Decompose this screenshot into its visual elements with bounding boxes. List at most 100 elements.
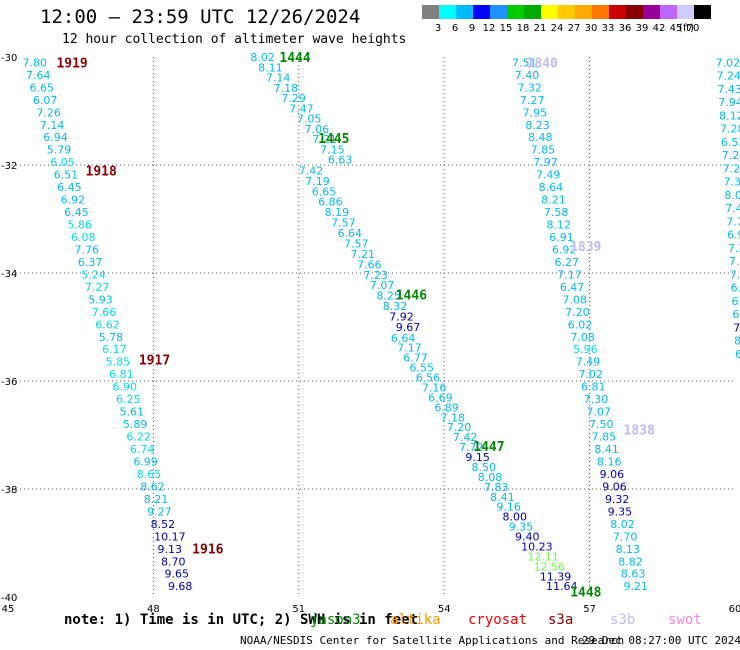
colorbar-swatch — [660, 5, 677, 19]
pass-time-label: 1840 — [527, 56, 558, 71]
colorbar-tick-label: 36 — [619, 23, 632, 34]
colorbar-swatch — [626, 5, 643, 19]
wave-height-value: 8.00 — [503, 511, 527, 524]
colorbar-swatch — [524, 5, 541, 19]
wave-height-value: 6.81 — [109, 368, 134, 381]
wave-height-value: 7.72 — [726, 215, 740, 228]
wave-height-value: 7.26 — [36, 106, 61, 119]
colorbar-swatch — [694, 5, 711, 19]
wave-height-value: 7.49 — [576, 356, 601, 369]
wave-height-value: 9.40 — [515, 531, 540, 544]
wave-height-value: 5.79 — [47, 144, 71, 157]
pass-time-label: 1445 — [318, 132, 349, 147]
wave-height-value: 5.85 — [106, 356, 131, 369]
wave-height-value: 6.92 — [61, 194, 86, 207]
wave-height-value: 5.78 — [99, 331, 124, 344]
map-title: 12:00 – 23:59 UTC 12/26/2024 — [40, 6, 361, 28]
wave-height-value: 8.50 — [472, 461, 497, 474]
wave-height-value: 7.1 — [729, 255, 740, 268]
wave-height-value: 7.21 — [350, 248, 375, 261]
wave-height-value: 7.24 — [722, 149, 740, 162]
colorbar-tick-label: 12 — [483, 23, 496, 34]
wave-height-value: 7.0 — [730, 268, 740, 281]
colorbar-swatch — [575, 5, 592, 19]
wave-height-value: 7.46 — [725, 202, 740, 215]
latitude-tick-label: -32 — [1, 161, 17, 172]
wave-height-value: 6.62 — [95, 318, 120, 331]
wave-height-value: 5.61 — [119, 406, 143, 419]
colorbar-swatch — [439, 5, 456, 19]
latitude-tick-label: -30 — [1, 53, 17, 64]
pass-time-label: 1916 — [192, 542, 223, 557]
wave-height-value: 7.49 — [536, 169, 561, 182]
colorbar-tick-label: 21 — [534, 23, 547, 34]
wave-height-value: 7.08 — [570, 331, 595, 344]
colorbar-swatch — [473, 5, 490, 19]
wave-height-value: 6.25 — [116, 393, 141, 406]
wave-height-value: 7.27 — [520, 94, 545, 107]
wave-height-value: 8.25 — [376, 290, 401, 303]
wave-height-value: 6.56 — [416, 372, 441, 385]
pass-time-label: 1447 — [473, 440, 504, 455]
wave-height-value: 7.32 — [517, 81, 542, 94]
colorbar-tick-label: 33 — [602, 23, 615, 34]
wave-height-value: 9.68 — [168, 580, 193, 593]
wave-height-value: 7.15 — [320, 143, 345, 156]
footer-note: note: 1) Time is in UTC; 2) SWH is in fe… — [64, 612, 419, 628]
colorbar-swatch — [592, 5, 609, 19]
wave-height-value: 7.47 — [289, 102, 314, 115]
latitude-tick-label: -34 — [1, 269, 17, 280]
wave-height-value: 5.93 — [88, 293, 113, 306]
wave-height-value: 7.19 — [305, 175, 330, 188]
wave-height-value: 7.17 — [557, 268, 582, 281]
wave-height-value: 6.05 — [50, 156, 75, 169]
wave-height-value: 7.94 — [718, 96, 740, 109]
wave-height-value: 9.06 — [602, 480, 627, 493]
wave-height-value: 8.70 — [161, 555, 186, 568]
wave-height-value: 6.92 — [552, 243, 577, 256]
colorbar-tick-label: 3 — [435, 23, 441, 34]
wave-height-value: 7.30 — [584, 393, 609, 406]
colorbar-tick-label: 70 — [687, 23, 700, 34]
wave-height-value: 9.21 — [624, 580, 649, 593]
wave-height-value: 7.92 — [389, 311, 414, 324]
wave-height-value: 7.17 — [397, 342, 422, 355]
pass-time-label: 1839 — [570, 240, 601, 255]
wave-height-value: 8.12 — [719, 109, 740, 122]
wave-height-value: 7.28 — [723, 162, 740, 175]
wave-height-value: 8.12 — [547, 219, 572, 232]
longitude-tick-label: 45 — [2, 604, 15, 615]
wave-height-value: 7.07 — [586, 406, 611, 419]
wave-height-value: 7.97 — [533, 156, 558, 169]
colorbar-swatch — [507, 5, 524, 19]
pass-time-label: 1838 — [624, 424, 655, 439]
wave-height-value: 9.32 — [605, 493, 630, 506]
colorbar-tick-label: 42 — [653, 23, 666, 34]
wave-height-value: 8.21 — [541, 194, 566, 207]
wave-height-value: 6.45 — [64, 206, 89, 219]
wave-height-value: 8.41 — [594, 443, 619, 456]
wave-height-value: 8.9 — [734, 335, 740, 348]
colorbar-tick-label: 27 — [568, 23, 581, 34]
wave-height-value: 8.65 — [137, 468, 162, 481]
wave-height-value: 8.52 — [151, 518, 176, 531]
satellite-label-jason3: jason3 — [310, 612, 361, 628]
wave-height-value: 7.31 — [724, 176, 740, 189]
generation-timestamp: 29 Dec 08:27:00 UTC 2024 — [582, 634, 740, 647]
wave-height-value: 7.02 — [716, 56, 740, 69]
wave-height-value: 6.81 — [581, 381, 606, 394]
wave-height-value: 7.57 — [344, 237, 369, 250]
colorbar-tick-label: 30 — [585, 23, 598, 34]
wave-height-value: 7.14 — [266, 72, 291, 85]
wave-height-value: 6.07 — [33, 94, 58, 107]
wave-height-value: 7.51 — [512, 56, 537, 69]
wave-height-value: 6.37 — [78, 256, 103, 269]
wave-height-value: 8.62 — [140, 480, 165, 493]
wave-height-value: 5.96 — [573, 343, 598, 356]
wave-height-value: 5.89 — [123, 418, 148, 431]
wave-height-value: 12.11 — [527, 550, 559, 563]
colorbar-swatch — [609, 5, 626, 19]
longitude-tick-label: 60 — [729, 604, 740, 615]
wave-height-value: 6.89 — [434, 401, 459, 414]
